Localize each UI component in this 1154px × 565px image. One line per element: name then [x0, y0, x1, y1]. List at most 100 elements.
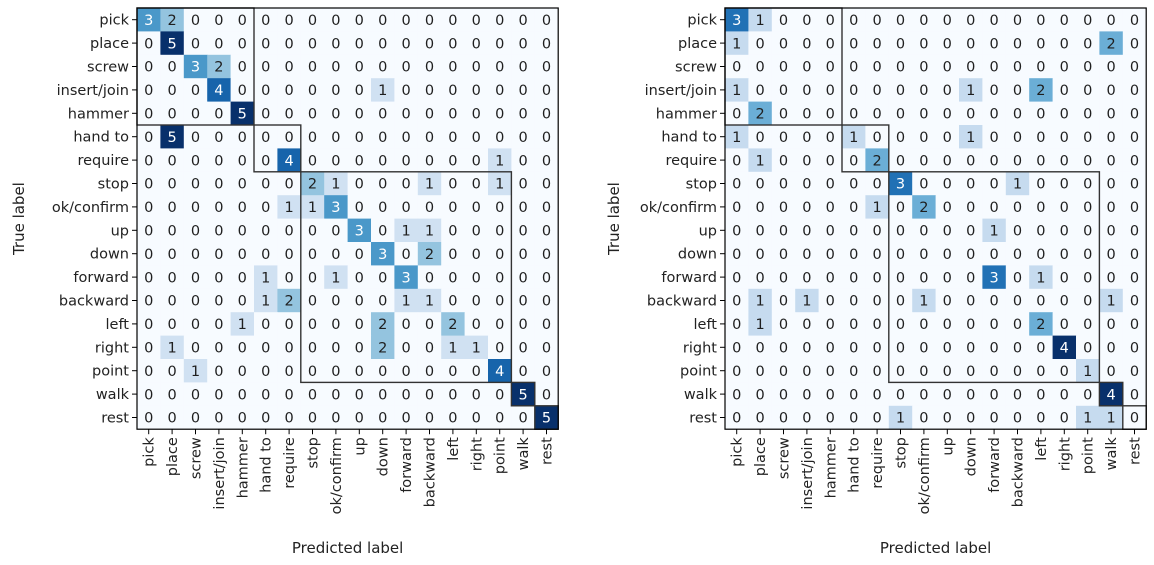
y-tick-label: rest	[101, 411, 129, 427]
cell-value-label: 0	[518, 13, 527, 29]
heatmap-cell	[417, 265, 442, 290]
heatmap-cell	[935, 335, 960, 360]
cell-value-label: 0	[425, 411, 434, 427]
heatmap-cell	[1076, 218, 1100, 243]
cell-value-label: 1	[755, 294, 764, 310]
heatmap-cell	[748, 125, 773, 149]
x-tick-label: hand to	[847, 437, 863, 493]
heatmap-cell	[441, 359, 465, 383]
cell-value-label: 0	[1013, 153, 1022, 169]
cell-value-label: 0	[378, 153, 387, 169]
heatmap-cell	[371, 335, 395, 360]
heatmap-cell	[183, 405, 208, 430]
heatmap-cell	[511, 288, 536, 313]
heatmap-cell	[183, 218, 208, 243]
cell-value-label: 0	[896, 387, 905, 403]
cell-value-label: 0	[261, 247, 270, 263]
cell-value-label: 0	[1060, 153, 1069, 169]
cell-value-label: 0	[284, 83, 293, 99]
cell-value-label: 0	[802, 224, 811, 240]
heatmap-cell	[534, 148, 559, 173]
cell-value-label: 0	[378, 364, 387, 380]
heatmap-cell	[254, 8, 278, 32]
heatmap-cell	[1005, 78, 1030, 102]
heatmap-cell	[534, 125, 559, 149]
heatmap-cell	[959, 8, 983, 32]
cell-value-label: 0	[238, 247, 247, 263]
heatmap-cell	[534, 54, 559, 79]
x-tick-label: walk	[516, 437, 532, 471]
cell-value-label: 0	[167, 224, 176, 240]
heatmap-cell	[207, 195, 231, 219]
cell-value-label: 0	[448, 224, 457, 240]
heatmap-cell	[254, 101, 278, 126]
cell-value-label: 0	[1106, 247, 1115, 263]
cell-value-label: 0	[1060, 364, 1069, 380]
cell-value-label: 0	[1083, 294, 1092, 310]
heatmap-cell	[1076, 171, 1100, 196]
heatmap-cell	[1099, 171, 1124, 196]
cell-value-label: 0	[238, 341, 247, 357]
heatmap-cell	[464, 242, 489, 266]
cell-value-label: 0	[966, 270, 975, 286]
y-tick-label: hand to	[73, 130, 129, 146]
y-tick-label: ok/confirm	[52, 200, 129, 216]
heatmap-cell	[725, 288, 749, 313]
heatmap-cell	[818, 148, 843, 173]
heatmap-cell	[394, 171, 419, 196]
cell-value-label: 0	[495, 107, 504, 123]
cell-value-label: 0	[518, 177, 527, 193]
cell-value-label: 0	[214, 130, 223, 146]
heatmap-cell	[534, 242, 559, 266]
heatmap-cell	[207, 31, 231, 56]
heatmap-cell	[888, 335, 913, 360]
heatmap-cell	[1099, 382, 1124, 407]
heatmap-cell	[488, 54, 512, 79]
heatmap-cell	[1029, 288, 1053, 313]
cell-value-label: 0	[989, 60, 998, 76]
cell-value-label: 0	[989, 387, 998, 403]
cell-value-label: 0	[989, 107, 998, 123]
cell-value-label: 0	[331, 36, 340, 52]
heatmap-cell	[207, 54, 231, 79]
x-tick-label: forward	[987, 437, 1003, 493]
heatmap-cell	[324, 382, 348, 407]
cell-value-label: 0	[144, 387, 153, 403]
cell-value-label: 0	[1013, 387, 1022, 403]
confusion-matrix-right: 3 1 0 0 0 0 0 0 0 0 0 0 0 0 0 0 0 01 0 0 0 0 0 0 0 0 0 0 0 0 0 0 0 2 00 0 0 0…	[605, 7, 1147, 557]
heatmap-cell	[183, 195, 208, 219]
heatmap-cell	[1029, 78, 1053, 102]
cell-value-label: 3	[331, 200, 340, 216]
heatmap-cell	[935, 218, 960, 243]
cell-value-label: 0	[779, 364, 788, 380]
heatmap-cell	[795, 312, 819, 336]
heatmap-cell	[865, 359, 890, 383]
heatmap-cell	[982, 288, 1007, 313]
heatmap-cell	[417, 405, 442, 430]
cell-value-label: 0	[802, 200, 811, 216]
heatmap-cell	[935, 125, 960, 149]
x-axis-label: Predicted label	[292, 539, 403, 557]
heatmap-cell	[394, 8, 419, 32]
cell-value-label: 0	[849, 107, 858, 123]
heatmap-cell	[183, 382, 208, 407]
heatmap-cell	[160, 78, 185, 102]
heatmap-cell	[1122, 265, 1147, 290]
cell-value-label: 0	[872, 411, 881, 427]
y-tick-label: insert/join	[57, 83, 129, 99]
cell-value-label: 0	[542, 364, 551, 380]
cell-value-label: 0	[495, 83, 504, 99]
heatmap-cell	[534, 218, 559, 243]
cell-value-label: 0	[989, 200, 998, 216]
heatmap-cell	[818, 359, 843, 383]
cell-value-label: 0	[378, 270, 387, 286]
heatmap-cell	[1052, 242, 1077, 266]
heatmap-cell	[1005, 288, 1030, 313]
heatmap-cell	[183, 78, 208, 102]
heatmap-cell	[300, 312, 325, 336]
heatmap-cell	[912, 8, 936, 32]
cell-value-label: 0	[802, 60, 811, 76]
cell-value-label: 1	[261, 270, 270, 286]
cell-value-label: 0	[191, 341, 200, 357]
heatmap-cell	[254, 312, 278, 336]
